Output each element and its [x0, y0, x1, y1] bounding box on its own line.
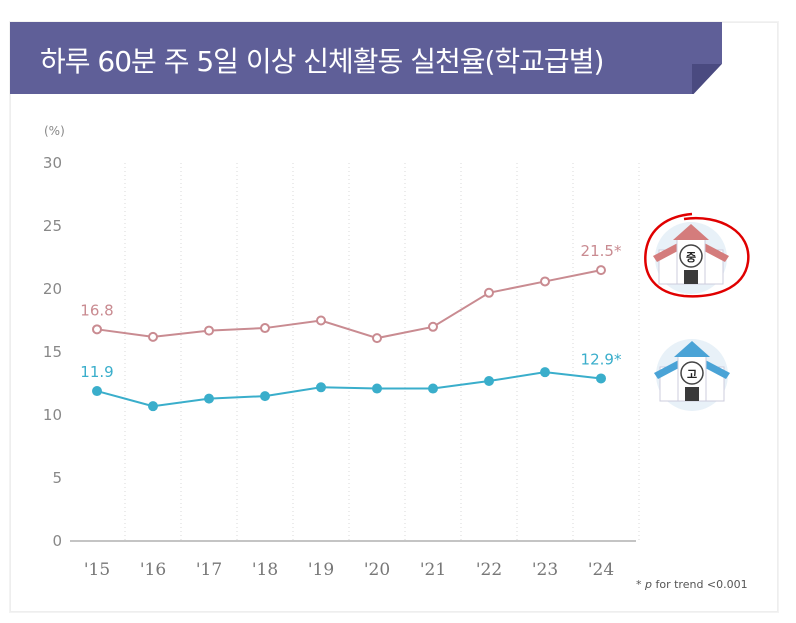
y-axis-unit: (%)	[44, 124, 65, 138]
data-point	[484, 375, 494, 386]
y-tick-label: 15	[43, 343, 62, 361]
data-point	[260, 323, 270, 334]
footnote-p: p	[645, 578, 652, 591]
data-point	[92, 324, 102, 335]
data-point	[372, 333, 382, 344]
chart-frame	[10, 22, 778, 612]
data-label-first: 11.9	[80, 363, 113, 381]
x-tick-label: '18	[252, 560, 278, 580]
data-label-last: 21.5*	[581, 242, 622, 260]
x-tick-label: '24	[588, 560, 614, 580]
data-point	[260, 391, 270, 402]
y-tick-label: 20	[43, 280, 62, 298]
x-tick-label: '20	[364, 560, 390, 580]
badge-label: 중	[686, 251, 696, 264]
data-point	[92, 386, 102, 397]
data-point	[316, 382, 326, 393]
footnote: * p for trend <0.001	[636, 578, 748, 591]
x-tick-label: '17	[196, 560, 222, 580]
building-door	[684, 270, 698, 284]
data-point	[428, 321, 438, 332]
x-tick-label: '19	[308, 560, 334, 580]
badge-circle	[679, 244, 703, 268]
y-tick-label: 25	[43, 217, 62, 235]
data-point	[596, 265, 606, 276]
x-tick-label: '22	[476, 560, 502, 580]
title-banner: 하루 60분 주 5일 이상 신체활동 실천율(학교급별)	[10, 22, 722, 94]
data-point	[484, 287, 494, 298]
series-line	[96, 269, 602, 340]
x-tick-label: '23	[532, 560, 558, 580]
footnote-text: for trend <0.001	[655, 578, 748, 591]
data-point	[148, 401, 158, 412]
badge-label: 고	[687, 368, 697, 381]
data-point	[428, 383, 438, 394]
data-point	[596, 373, 606, 384]
y-tick-label: 10	[43, 406, 62, 424]
building-top-roof	[674, 341, 710, 357]
footnote-star: *	[636, 578, 642, 591]
building-door	[685, 387, 699, 401]
x-tick-label: '16	[140, 560, 166, 580]
data-point	[204, 393, 214, 404]
y-tick-label: 0	[52, 532, 62, 550]
chart-title: 하루 60분 주 5일 이상 신체활동 실천율(학교급별)	[40, 45, 604, 78]
data-label-last: 12.9*	[581, 350, 622, 368]
x-tick-label: '15	[84, 560, 110, 580]
data-point	[372, 383, 382, 394]
annotation-circle	[644, 212, 750, 298]
data-point	[204, 325, 214, 336]
y-tick-label: 5	[52, 469, 62, 487]
data-point	[540, 367, 550, 378]
badge-circle	[680, 361, 704, 385]
data-point	[148, 331, 158, 342]
data-label-first: 16.8	[80, 301, 113, 319]
y-tick-label: 30	[43, 154, 62, 172]
data-point	[316, 315, 326, 326]
data-point	[540, 276, 550, 287]
high-school-icon: 고	[654, 339, 730, 411]
middle-school-icon: 중	[653, 222, 729, 294]
building-top-roof	[673, 224, 709, 240]
series-line	[96, 371, 602, 408]
x-tick-label: '21	[420, 560, 446, 580]
